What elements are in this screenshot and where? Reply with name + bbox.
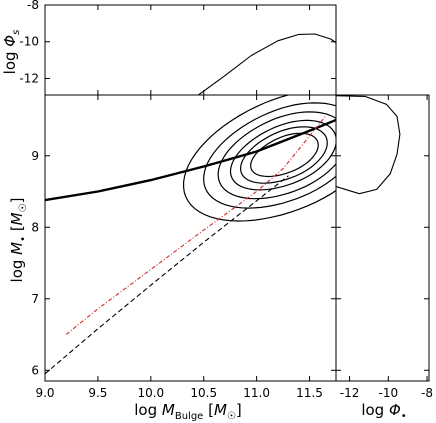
top-panel-frame bbox=[44, 4, 337, 96]
main-x-tick-label: 11.5 bbox=[296, 386, 323, 400]
right-x-tick-label: -10 bbox=[379, 386, 399, 400]
main-x-tick-label: 11.0 bbox=[243, 386, 270, 400]
right-panel-frame bbox=[335, 94, 430, 382]
right-panel-data bbox=[336, 95, 401, 195]
axis-ticks: 9.0 9.5 10.0 10.5 11.0 11.5 6 7 8 9 -8 -10 -12 -12 -10… bbox=[19, 0, 433, 400]
main-y-tick-label: 9 bbox=[31, 149, 39, 163]
top-y-tick-label: -8 bbox=[27, 0, 39, 12]
main-y-tick-label: 7 bbox=[31, 292, 39, 306]
right-x-tick-label: -12 bbox=[340, 386, 360, 400]
main-series-3-line bbox=[65, 116, 326, 335]
top-y-tick-label: -10 bbox=[19, 35, 39, 49]
top-y-tick-label: -12 bbox=[19, 71, 39, 85]
probability-contour-1 bbox=[250, 132, 319, 178]
main-y-axis-label: log M• [M☉] bbox=[8, 198, 29, 283]
main-panel-data bbox=[45, 95, 336, 375]
probability-contour-5 bbox=[203, 102, 336, 209]
probability-contour-3 bbox=[229, 119, 336, 191]
main-x-tick-label: 9.0 bbox=[35, 386, 54, 400]
top-panel-data bbox=[198, 33, 336, 95]
main-y-tick-label: 8 bbox=[31, 220, 39, 234]
main-x-tick-label: 9.5 bbox=[88, 386, 107, 400]
right-x-axis-label: log Φ• bbox=[361, 401, 406, 422]
right-x-tick-label: -8 bbox=[421, 386, 433, 400]
main-x-axis-label: log MBulge [M☉] bbox=[134, 401, 241, 422]
main-series-1-line bbox=[45, 118, 336, 202]
main-x-tick-label: 10.5 bbox=[190, 386, 217, 400]
main-y-tick-label: 6 bbox=[31, 363, 39, 377]
probability-contour-2 bbox=[239, 126, 328, 184]
probability-contour-6 bbox=[183, 95, 336, 222]
right-series-1-line bbox=[336, 95, 401, 195]
top-y-axis-label: log Φs bbox=[1, 30, 22, 75]
top-series-1-line bbox=[198, 33, 336, 95]
main-x-tick-label: 10.0 bbox=[137, 386, 164, 400]
main-series-2-line bbox=[45, 175, 289, 375]
probability-contour-4 bbox=[217, 111, 336, 200]
